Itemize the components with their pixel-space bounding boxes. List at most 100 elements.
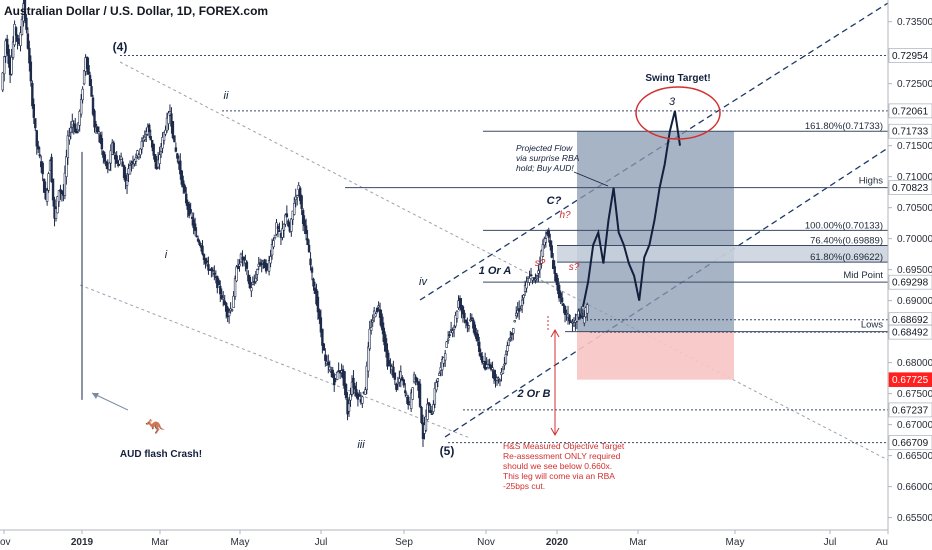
price-label-box xyxy=(888,180,932,195)
price-label-text: 0.70823 xyxy=(892,183,929,194)
wave-label: 1 Or A xyxy=(479,265,512,277)
candle-body xyxy=(248,276,252,289)
candle-body xyxy=(441,358,444,371)
candle-body xyxy=(211,269,215,272)
price-label-box xyxy=(888,402,932,418)
candle-body xyxy=(242,256,246,261)
candle-body xyxy=(489,364,493,370)
candle-body xyxy=(378,309,382,318)
candle-body xyxy=(402,379,405,386)
candle-body xyxy=(31,82,34,107)
stop-zone-rect xyxy=(577,331,734,380)
candle-body xyxy=(267,260,271,272)
price-axis[interactable]: 0.735000.730000.725000.720000.715000.710… xyxy=(888,17,932,524)
candle-body xyxy=(454,315,457,327)
candle-body xyxy=(367,346,370,372)
candle-body xyxy=(14,27,18,36)
level-side-label: Lows xyxy=(861,320,883,331)
candle-body xyxy=(466,322,469,326)
candle-body xyxy=(513,320,516,323)
flash-crash-label: AUD flash Crash! xyxy=(120,449,202,460)
candle-body xyxy=(1,72,4,91)
candle-body xyxy=(233,278,237,297)
time-axis[interactable]: ov 2019 Mar May Jul Sep Nov 2020 Mar May Jul Au xyxy=(0,530,889,548)
candle-body xyxy=(124,174,127,182)
candle-body xyxy=(96,126,99,133)
candle-body xyxy=(392,366,395,378)
candle-body xyxy=(523,285,527,292)
candle-body xyxy=(461,306,465,315)
candle-body xyxy=(537,270,540,274)
candle-body xyxy=(432,404,435,412)
candle-body xyxy=(509,337,512,340)
candle-body xyxy=(57,190,61,203)
candle-body xyxy=(364,389,367,395)
candle-body xyxy=(525,281,528,289)
candle-body xyxy=(196,238,200,242)
candle-body xyxy=(356,393,360,400)
candle-body xyxy=(128,165,132,175)
candle-body xyxy=(68,136,71,141)
candle-body xyxy=(380,313,383,328)
price-label-text: 0.71733 xyxy=(892,127,929,138)
price-label-box xyxy=(888,48,932,63)
candle-body xyxy=(301,210,305,224)
kangaroo-icon: 🦘 xyxy=(145,418,165,436)
candle-body xyxy=(3,56,6,75)
wave-label: C? xyxy=(547,195,562,207)
candle-body xyxy=(443,353,447,361)
candle-body xyxy=(368,328,371,350)
candle-body xyxy=(577,310,580,318)
candle-body xyxy=(162,132,166,141)
candle-body xyxy=(25,17,28,30)
candle-body xyxy=(429,410,432,413)
candle-body xyxy=(164,129,167,135)
candle-body xyxy=(448,334,451,336)
price-label-text: 0.67237 xyxy=(892,405,929,416)
candle-body xyxy=(287,220,290,227)
candle-body xyxy=(470,317,474,320)
candle-body xyxy=(306,238,309,246)
candle-body xyxy=(94,123,98,127)
candle-body xyxy=(455,310,459,319)
fib-band-rect xyxy=(557,245,888,263)
time-tick-label: 2020 xyxy=(546,537,569,548)
candle-body xyxy=(486,364,490,368)
candle-body xyxy=(300,195,303,209)
price-tick-label: 0.71000 xyxy=(897,172,932,183)
candle-body xyxy=(395,383,398,390)
price-tick-label: 0.67500 xyxy=(897,389,932,400)
candle-body xyxy=(78,111,81,126)
annotations: 161.80%(0.71733) 100.00%(0.70133) 76.40%(0… xyxy=(91,40,883,491)
candle-body xyxy=(23,0,27,20)
hs-target-text: This leg will come via an RBA xyxy=(503,471,615,481)
candle-body xyxy=(554,272,558,282)
candle-body xyxy=(377,305,380,308)
candle-body xyxy=(515,312,518,317)
candle-body xyxy=(232,295,235,308)
upper-ascending-channel xyxy=(419,2,888,301)
plot-area[interactable]: 161.80%(0.71733) 100.00%(0.70133) 76.40%(0… xyxy=(1,0,888,491)
candle-body xyxy=(327,362,330,366)
candle-body xyxy=(170,113,173,127)
candle-body xyxy=(251,282,255,285)
candle-body xyxy=(384,338,388,352)
candle-body xyxy=(452,326,456,330)
candle-body xyxy=(273,234,277,239)
candle-body xyxy=(7,49,10,64)
candle-body xyxy=(125,180,129,186)
candle-body xyxy=(50,156,53,183)
candle-body xyxy=(553,266,556,274)
swing-target-label: Swing Target! xyxy=(645,73,710,84)
candle-body xyxy=(245,261,249,269)
candle-body xyxy=(118,159,121,165)
candle-body xyxy=(319,317,323,333)
target-zone-rect xyxy=(577,131,734,332)
time-tick-label: Mar xyxy=(151,537,169,548)
hs-target-text: should we see below 0.660x. xyxy=(503,461,612,471)
price-tick-label: 0.70000 xyxy=(897,234,932,245)
candle-body xyxy=(312,278,315,287)
candle-body xyxy=(296,195,299,198)
hs-measure-arrow-up xyxy=(550,328,560,338)
